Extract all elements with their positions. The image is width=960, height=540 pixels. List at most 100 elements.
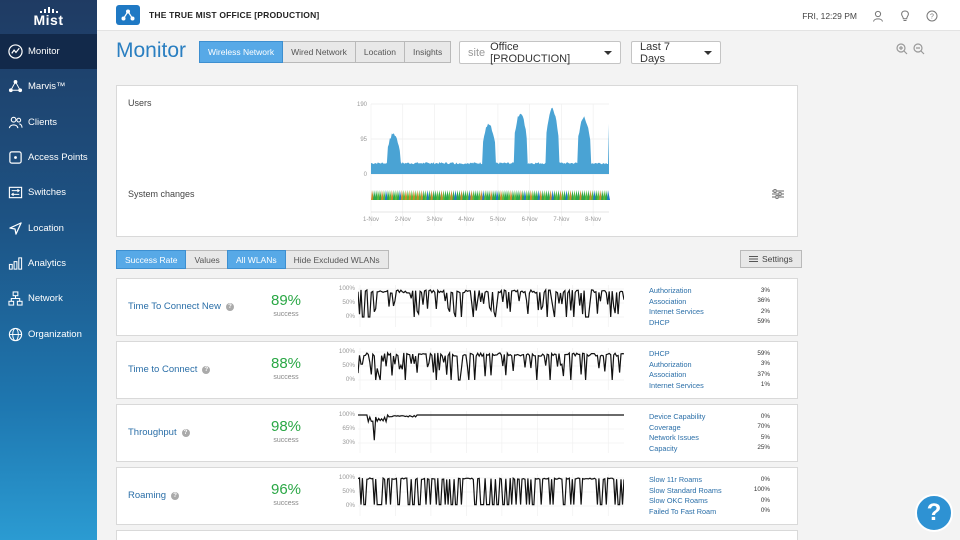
system-change-mark <box>396 190 400 200</box>
settings-label: Settings <box>762 254 793 264</box>
sle-name-label: Time To Connect New <box>128 301 221 312</box>
classifier-link[interactable]: DHCP <box>649 317 670 327</box>
topbar: THE TRUE MIST OFFICE [PRODUCTION] FRI, 1… <box>97 0 960 31</box>
system-change-mark <box>386 190 390 200</box>
sle-y-tick: 100% <box>338 474 355 481</box>
tab-wired-network[interactable]: Wired Network <box>283 41 356 63</box>
sle-percent-label: success <box>273 311 299 318</box>
sle-y-tick: 0% <box>345 376 355 383</box>
sle-y-tick: 50% <box>342 488 355 495</box>
user-icon[interactable] <box>871 9 884 22</box>
sle-timeline-chart[interactable] <box>358 348 624 390</box>
date-range-dropdown[interactable]: Last 7 Days <box>631 41 721 65</box>
sle-y-tick: 50% <box>342 299 355 306</box>
classifier-link[interactable]: Coverage <box>649 422 681 432</box>
site-dropdown[interactable]: site Office [PRODUCTION] <box>459 41 621 65</box>
monitor-tabs: Wireless Network Wired Network Location … <box>199 41 452 63</box>
users-x-tick: 7-Nov <box>553 217 569 223</box>
system-change-mark <box>444 190 448 200</box>
values-button[interactable]: Values <box>186 250 229 269</box>
sidebar-item-organization[interactable]: Organization <box>0 316 97 351</box>
hide-excluded-wlans-button[interactable]: Hide Excluded WLANs <box>285 250 389 269</box>
sidebar-item-label: Monitor <box>28 46 60 58</box>
classifier-link[interactable]: Failed To Fast Roam <box>649 506 717 516</box>
zoom-out-icon[interactable] <box>913 43 925 55</box>
question-icon[interactable]: ? <box>171 491 180 500</box>
sidebar-item-label: Clients <box>28 116 58 128</box>
sle-success-line <box>358 413 624 441</box>
sle-name[interactable]: Throughput? <box>128 427 190 438</box>
users-chart[interactable]: 190 95 0 1-Nov 2-Nov 3-Nov 4-Nov 5-Nov 6-Nov 7-No… <box>347 98 627 228</box>
org-title[interactable]: THE TRUE MIST OFFICE [PRODUCTION] <box>149 10 320 20</box>
classifier-link[interactable]: Association <box>649 296 687 306</box>
access-point-icon <box>7 150 23 166</box>
all-wlans-button[interactable]: All WLANs <box>227 250 286 269</box>
sidebar-item-network[interactable]: Network <box>0 281 97 316</box>
sidebar-item-access-points[interactable]: Access Points <box>0 140 97 175</box>
system-change-mark <box>450 190 454 200</box>
metric-mode-toggle: Success Rate Values <box>116 250 229 269</box>
system-change-mark <box>599 190 603 200</box>
sle-name[interactable]: Time to Connect? <box>128 364 211 375</box>
sle-timeline-chart[interactable] <box>358 285 624 327</box>
settings-button[interactable]: Settings <box>740 250 802 268</box>
classifier-link[interactable]: Capacity <box>649 443 678 453</box>
classifier-link[interactable]: Network Issues <box>649 433 699 442</box>
success-rate-button[interactable]: Success Rate <box>116 250 187 269</box>
sidebar-item-analytics[interactable]: Analytics <box>0 246 97 281</box>
classifier-link[interactable]: DHCP <box>649 349 670 358</box>
classifier-link[interactable]: Internet Services <box>649 307 704 316</box>
sle-name[interactable]: Roaming? <box>128 490 180 501</box>
classifier-value: 37% <box>757 370 770 378</box>
org-network-icon[interactable] <box>116 5 140 25</box>
sle-timeline-chart[interactable] <box>358 474 624 516</box>
tab-insights[interactable]: Insights <box>405 41 452 63</box>
system-change-mark <box>567 190 571 200</box>
tab-location[interactable]: Location <box>355 41 405 63</box>
sidebar-item-label: Switches <box>28 187 67 199</box>
question-icon[interactable]: ? <box>225 302 234 311</box>
sle-percent: 88% <box>270 355 302 372</box>
system-change-mark <box>458 190 462 200</box>
sliders-icon[interactable] <box>771 188 785 200</box>
sidebar-item-monitor[interactable]: Monitor <box>0 34 97 70</box>
system-change-mark <box>541 190 545 200</box>
sle-name[interactable]: Time To Connect New? <box>128 301 234 312</box>
classifier-link[interactable]: Authorization <box>649 359 692 369</box>
classifier-value: 1% <box>760 381 770 388</box>
sidebar-item-clients[interactable]: Clients <box>0 105 97 140</box>
system-change-mark <box>440 190 444 200</box>
classifier-value: 59% <box>757 318 770 325</box>
sidebar-item-switches[interactable]: Switches <box>0 175 97 210</box>
question-icon[interactable]: ? <box>181 428 190 437</box>
sidebar-item-marvis[interactable]: Marvis™ <box>0 69 97 104</box>
classifier-link[interactable]: Slow 11r Roams <box>649 475 702 484</box>
users-x-tick: 6-Nov <box>522 217 538 223</box>
classifier-link[interactable]: Internet Services <box>649 380 704 390</box>
classifier-link[interactable]: Authorization <box>649 286 692 295</box>
tab-wireless-network[interactable]: Wireless Network <box>199 41 284 63</box>
system-change-mark <box>509 190 513 200</box>
system-change-mark <box>394 190 398 200</box>
question-icon[interactable]: ? <box>202 365 211 374</box>
classifier-value: 0% <box>760 507 770 514</box>
lightbulb-icon[interactable] <box>898 9 911 22</box>
system-change-mark <box>537 190 541 200</box>
classifier-link[interactable]: Association <box>649 370 687 379</box>
classifier-link[interactable]: Slow Standard Roams <box>649 485 722 495</box>
sidebar-item-label: Marvis™ <box>28 81 66 93</box>
classifier-link[interactable]: Device Capability <box>649 412 706 421</box>
sle-y-tick: 100% <box>338 348 355 355</box>
system-change-mark <box>575 190 579 200</box>
help-chat-button[interactable]: ? <box>915 494 953 532</box>
classifier-link[interactable]: Slow OKC Roams <box>649 496 708 505</box>
system-change-mark <box>438 190 442 200</box>
help-circle-icon[interactable]: ? <box>925 9 938 22</box>
sidebar-item-location[interactable]: Location <box>0 210 97 245</box>
sliders-icon <box>749 256 758 262</box>
zoom-in-icon[interactable] <box>896 43 908 55</box>
sle-timeline-chart[interactable] <box>358 411 624 453</box>
classifier-value: 25% <box>757 444 770 451</box>
system-change-mark <box>390 190 394 200</box>
mist-logo[interactable]: Mist <box>0 0 97 34</box>
